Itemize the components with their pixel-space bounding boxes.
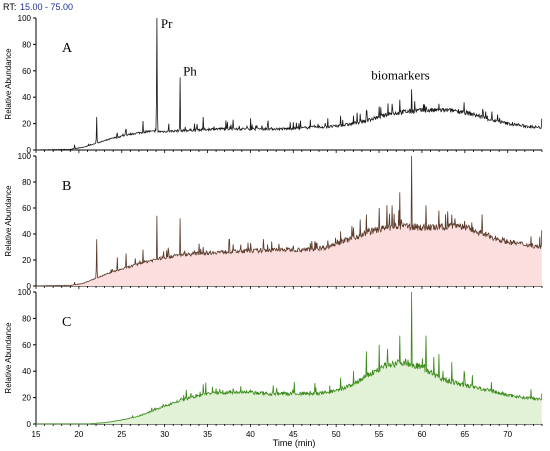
- y-tick-label: 20: [22, 394, 31, 403]
- x-tick-label: 20: [74, 430, 83, 439]
- y-tick-label: 40: [22, 93, 31, 102]
- x-tick-label: 45: [289, 430, 298, 439]
- y-axis-label: Relative Abundance: [4, 185, 13, 257]
- annotation-ph: Ph: [183, 63, 197, 78]
- panel-b: Relative Abundance 0 20 40 60 80 100 B: [4, 152, 543, 291]
- y-tick-label: 20: [22, 256, 31, 265]
- rt-label: RT:: [3, 2, 16, 12]
- y-tick-label: 80: [22, 314, 31, 323]
- x-tick-label: 35: [203, 430, 212, 439]
- panel-letter: C: [62, 315, 71, 330]
- y-tick-label: 100: [18, 288, 32, 297]
- y-tick-label: 80: [22, 40, 31, 49]
- panels: Relative Abundance020406080100ARelative …: [4, 14, 543, 439]
- x-tick-label: 30: [160, 430, 169, 439]
- y-axis-label: Relative Abundance: [4, 48, 13, 120]
- annotation-biomarkers: biomarkers: [371, 67, 429, 82]
- panel-c: Relative Abundance 0 20 40 60 80 100 C: [4, 288, 543, 429]
- trace-line: [36, 17, 543, 151]
- rt-range: 15.00 - 75.00: [20, 2, 73, 12]
- y-tick-label: 60: [22, 341, 31, 350]
- trace-fill: [36, 156, 542, 286]
- x-tick-label: 55: [375, 430, 384, 439]
- x-tick-label: 15: [32, 430, 41, 439]
- x-tick-label: 50: [332, 430, 341, 439]
- x-tick-label: 70: [503, 430, 512, 439]
- panel-letter: B: [62, 179, 71, 194]
- trace-line: [36, 155, 543, 287]
- y-tick-label: 60: [22, 204, 31, 213]
- x-tick-label: 25: [117, 430, 126, 439]
- panel-a: Relative Abundance 0 20 40 60 80 100 A: [4, 14, 543, 155]
- trace-fill: [36, 292, 542, 424]
- y-tick-label: 100: [18, 14, 32, 23]
- y-tick-label: 40: [22, 367, 31, 376]
- y-tick-label: 0: [27, 420, 32, 429]
- annotation-pr: Pr: [161, 16, 173, 31]
- y-tick-label: 20: [22, 120, 31, 129]
- x-tick-label: 65: [460, 430, 469, 439]
- trace-line: [35, 291, 543, 425]
- panel-letter: A: [62, 41, 73, 56]
- y-tick-label: 80: [22, 178, 31, 187]
- y-tick-label: 60: [22, 67, 31, 76]
- x-tick-label: 40: [246, 430, 255, 439]
- y-tick-label: 0: [27, 146, 32, 155]
- y-tick-label: 40: [22, 230, 31, 239]
- y-tick-label: 100: [18, 152, 32, 161]
- x-tick-label: 60: [417, 430, 426, 439]
- y-axis-label: Relative Abundance: [4, 322, 13, 394]
- x-axis-label: Time (min): [273, 438, 316, 448]
- y-tick-label: 0: [27, 282, 32, 291]
